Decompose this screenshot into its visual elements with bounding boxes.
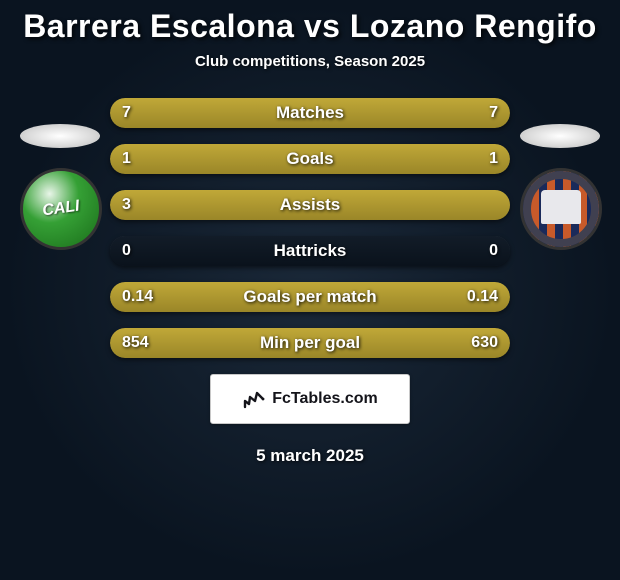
page-title: Barrera Escalona vs Lozano Rengifo bbox=[0, 8, 620, 45]
comparison-date: 5 march 2025 bbox=[0, 446, 620, 466]
club-crest-left bbox=[20, 168, 102, 250]
stat-label: Hattricks bbox=[274, 241, 347, 261]
player-right-block bbox=[520, 124, 600, 250]
stat-label: Assists bbox=[280, 195, 340, 215]
stat-value-right: 630 bbox=[471, 334, 498, 352]
club-crest-right bbox=[520, 168, 602, 250]
stat-row: 1 Goals 1 bbox=[110, 144, 510, 174]
player-left-block bbox=[20, 124, 100, 250]
stat-value-right: 7 bbox=[489, 104, 498, 122]
stat-row: 3 Assists bbox=[110, 190, 510, 220]
attribution-box: FcTables.com bbox=[210, 374, 410, 424]
stat-value-right: 0 bbox=[489, 242, 498, 260]
player-ellipse-left bbox=[20, 124, 100, 148]
stat-row: 0.14 Goals per match 0.14 bbox=[110, 282, 510, 312]
page-subtitle: Club competitions, Season 2025 bbox=[0, 53, 620, 70]
attribution-text: FcTables.com bbox=[272, 390, 378, 408]
stat-bar-left bbox=[110, 144, 310, 174]
stat-value-left: 1 bbox=[122, 150, 131, 168]
stat-label: Matches bbox=[276, 103, 344, 123]
stat-row: 7 Matches 7 bbox=[110, 98, 510, 128]
stat-value-left: 7 bbox=[122, 104, 131, 122]
stat-row: 0 Hattricks 0 bbox=[110, 236, 510, 266]
stat-label: Goals per match bbox=[243, 287, 376, 307]
stat-value-left: 0.14 bbox=[122, 288, 153, 306]
stat-label: Goals bbox=[286, 149, 333, 169]
stat-value-left: 854 bbox=[122, 334, 149, 352]
stat-bar-right bbox=[310, 144, 510, 174]
stat-value-right: 0.14 bbox=[467, 288, 498, 306]
stat-label: Min per goal bbox=[260, 333, 360, 353]
stat-value-left: 3 bbox=[122, 196, 131, 214]
fctables-icon bbox=[242, 387, 266, 411]
stat-value-left: 0 bbox=[122, 242, 131, 260]
stat-row: 854 Min per goal 630 bbox=[110, 328, 510, 358]
player-ellipse-right bbox=[520, 124, 600, 148]
stat-value-right: 1 bbox=[489, 150, 498, 168]
